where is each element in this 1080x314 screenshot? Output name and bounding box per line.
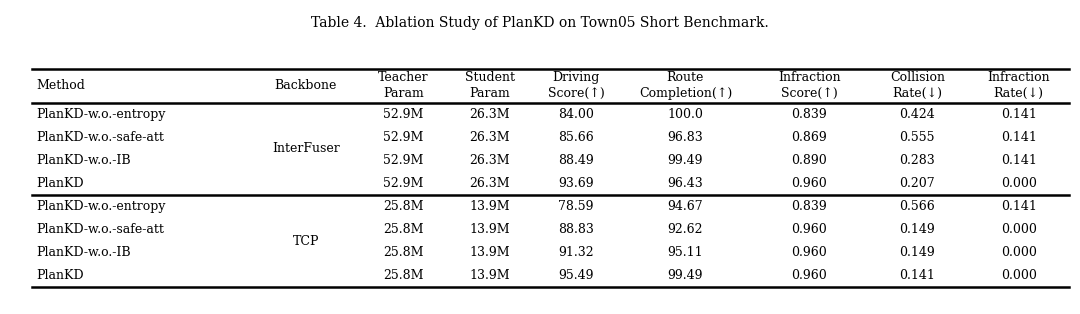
Text: 96.83: 96.83 — [667, 131, 703, 144]
Text: Infraction: Infraction — [987, 72, 1050, 84]
Text: 93.69: 93.69 — [558, 177, 594, 190]
Text: 0.890: 0.890 — [792, 154, 827, 167]
Text: Param: Param — [383, 87, 423, 100]
Text: PlanKD-w.o.-IB: PlanKD-w.o.-IB — [37, 246, 132, 259]
Text: 0.000: 0.000 — [1001, 246, 1037, 259]
Text: Driving: Driving — [553, 72, 599, 84]
Text: Rate(↓): Rate(↓) — [994, 87, 1043, 100]
Text: 96.43: 96.43 — [667, 177, 703, 190]
Text: 0.283: 0.283 — [900, 154, 935, 167]
Text: 13.9M: 13.9M — [470, 223, 510, 236]
Text: PlanKD-w.o.-entropy: PlanKD-w.o.-entropy — [37, 108, 166, 121]
Text: 0.555: 0.555 — [900, 131, 935, 144]
Text: PlanKD: PlanKD — [37, 177, 84, 190]
Text: Infraction: Infraction — [778, 72, 840, 84]
Text: 13.9M: 13.9M — [470, 200, 510, 213]
Text: 78.59: 78.59 — [558, 200, 594, 213]
Text: 0.141: 0.141 — [1001, 154, 1037, 167]
Text: 13.9M: 13.9M — [470, 246, 510, 259]
Text: 0.141: 0.141 — [900, 269, 935, 282]
Text: 92.62: 92.62 — [667, 223, 703, 236]
Text: 0.960: 0.960 — [792, 223, 827, 236]
Text: 84.00: 84.00 — [558, 108, 594, 121]
Text: 0.869: 0.869 — [792, 131, 827, 144]
Text: 0.207: 0.207 — [900, 177, 935, 190]
Text: 99.49: 99.49 — [667, 269, 703, 282]
Text: 0.839: 0.839 — [792, 200, 827, 213]
Text: 0.960: 0.960 — [792, 269, 827, 282]
Text: 25.8M: 25.8M — [383, 269, 423, 282]
Text: Rate(↓): Rate(↓) — [892, 87, 943, 100]
Text: Table 4.  Ablation Study of PlanKD on Town05 Short Benchmark.: Table 4. Ablation Study of PlanKD on Tow… — [311, 16, 769, 30]
Text: 26.3M: 26.3M — [470, 154, 510, 167]
Text: 52.9M: 52.9M — [383, 131, 423, 144]
Text: 95.11: 95.11 — [667, 246, 703, 259]
Text: 26.3M: 26.3M — [470, 108, 510, 121]
Text: Teacher: Teacher — [378, 72, 429, 84]
Text: 52.9M: 52.9M — [383, 177, 423, 190]
Text: 0.566: 0.566 — [900, 200, 935, 213]
Text: 0.149: 0.149 — [900, 223, 935, 236]
Text: 85.66: 85.66 — [558, 131, 594, 144]
Text: 26.3M: 26.3M — [470, 177, 510, 190]
Text: 0.000: 0.000 — [1001, 223, 1037, 236]
Text: 0.141: 0.141 — [1001, 200, 1037, 213]
Text: PlanKD: PlanKD — [37, 269, 84, 282]
Text: 0.960: 0.960 — [792, 246, 827, 259]
Text: InterFuser: InterFuser — [272, 142, 339, 155]
Text: 94.67: 94.67 — [667, 200, 703, 213]
Text: 0.000: 0.000 — [1001, 269, 1037, 282]
Text: 100.0: 100.0 — [667, 108, 703, 121]
Text: 0.839: 0.839 — [792, 108, 827, 121]
Text: PlanKD-w.o.-safe-att: PlanKD-w.o.-safe-att — [37, 131, 164, 144]
Text: 25.8M: 25.8M — [383, 223, 423, 236]
Text: Collision: Collision — [890, 72, 945, 84]
Text: Route: Route — [666, 72, 704, 84]
Text: 25.8M: 25.8M — [383, 200, 423, 213]
Text: 0.424: 0.424 — [900, 108, 935, 121]
Text: Completion(↑): Completion(↑) — [638, 87, 732, 100]
Text: 52.9M: 52.9M — [383, 154, 423, 167]
Text: 26.3M: 26.3M — [470, 131, 510, 144]
Text: 0.141: 0.141 — [1001, 131, 1037, 144]
Text: Score(↑): Score(↑) — [548, 87, 605, 100]
Text: 91.32: 91.32 — [558, 246, 594, 259]
Text: 95.49: 95.49 — [558, 269, 594, 282]
Text: TCP: TCP — [293, 235, 319, 247]
Text: 0.000: 0.000 — [1001, 177, 1037, 190]
Text: PlanKD-w.o.-safe-att: PlanKD-w.o.-safe-att — [37, 223, 164, 236]
Text: Method: Method — [37, 79, 85, 92]
Text: Param: Param — [470, 87, 510, 100]
Text: 13.9M: 13.9M — [470, 269, 510, 282]
Text: PlanKD-w.o.-entropy: PlanKD-w.o.-entropy — [37, 200, 166, 213]
Text: 0.141: 0.141 — [1001, 108, 1037, 121]
Text: 0.960: 0.960 — [792, 177, 827, 190]
Text: 88.49: 88.49 — [558, 154, 594, 167]
Text: Student: Student — [464, 72, 515, 84]
Text: PlanKD-w.o.-IB: PlanKD-w.o.-IB — [37, 154, 132, 167]
Text: Backbone: Backbone — [274, 79, 337, 92]
Text: 25.8M: 25.8M — [383, 246, 423, 259]
Text: Score(↑): Score(↑) — [781, 87, 837, 100]
Text: 0.149: 0.149 — [900, 246, 935, 259]
Text: 88.83: 88.83 — [558, 223, 594, 236]
Text: 99.49: 99.49 — [667, 154, 703, 167]
Text: 52.9M: 52.9M — [383, 108, 423, 121]
